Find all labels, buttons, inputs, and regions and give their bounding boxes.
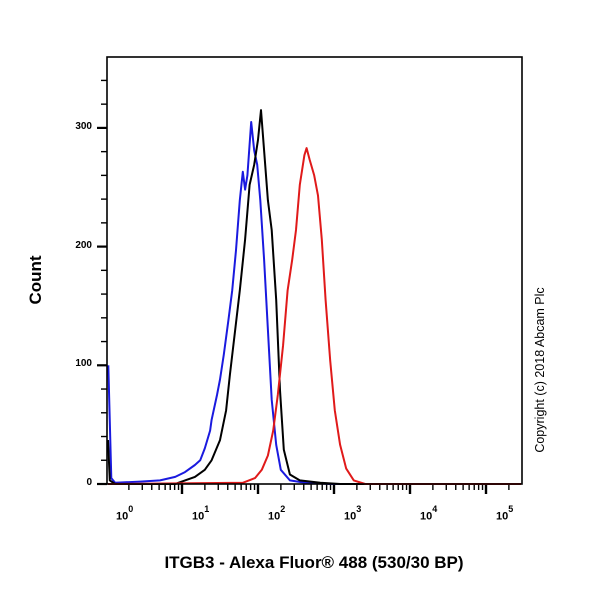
histogram-series [107,109,521,485]
y-tick-label: 300 [75,120,92,132]
series-blue [107,121,521,485]
y-axis-minor-ticks [97,79,107,486]
x-tick-label: 101 [192,504,210,523]
x-tick-label: 103 [344,504,362,523]
x-axis-label: ITGB3 - Alexa Fluor® 488 (530/30 BP) [164,553,464,572]
x-tick-label: 100 [116,504,134,523]
y-tick-label: 0 [86,477,92,488]
y-axis-label: Count [26,255,45,305]
y-tick-label: 100 [75,358,92,370]
x-tick-label: 104 [420,504,438,523]
x-tick-label: 105 [496,504,514,523]
y-tick-label: 200 [75,239,92,251]
series-black [107,109,521,485]
x-tick-label: 102 [268,504,286,523]
plot-frame [106,56,523,485]
series-red [107,147,521,485]
copyright-notice: Copyright (c) 2018 Abcam Plc [533,287,547,453]
x-axis-minor-ticks [128,484,510,494]
